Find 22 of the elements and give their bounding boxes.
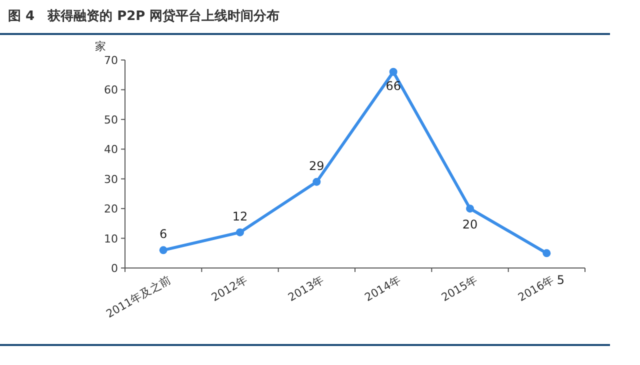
- y-tick-label: 0: [111, 262, 118, 275]
- point: [312, 178, 321, 186]
- data-label: 12: [232, 209, 248, 224]
- point: [236, 228, 244, 236]
- y-axis-title: 家: [95, 40, 106, 53]
- point: [466, 204, 474, 213]
- y-tick-label: 10: [104, 232, 118, 246]
- y-tick-label: 60: [104, 84, 118, 97]
- y-tick-label: 30: [104, 172, 118, 186]
- data-label: 29: [309, 158, 324, 173]
- y-tick-label: 50: [104, 113, 118, 126]
- y-tick-label: 40: [104, 143, 118, 156]
- data-label: 66: [386, 78, 401, 93]
- point: [542, 249, 551, 258]
- data-label: 5: [556, 273, 564, 287]
- point: [389, 68, 398, 76]
- chart-title: 图 4 获得融资的 P2P 网贷平台上线时间分布: [8, 8, 280, 24]
- y-tick-label: 20: [104, 202, 118, 216]
- y-tick-label: 70: [104, 54, 118, 67]
- data-label: 6: [160, 227, 168, 242]
- point: [159, 246, 168, 254]
- data-label: 20: [462, 218, 478, 232]
